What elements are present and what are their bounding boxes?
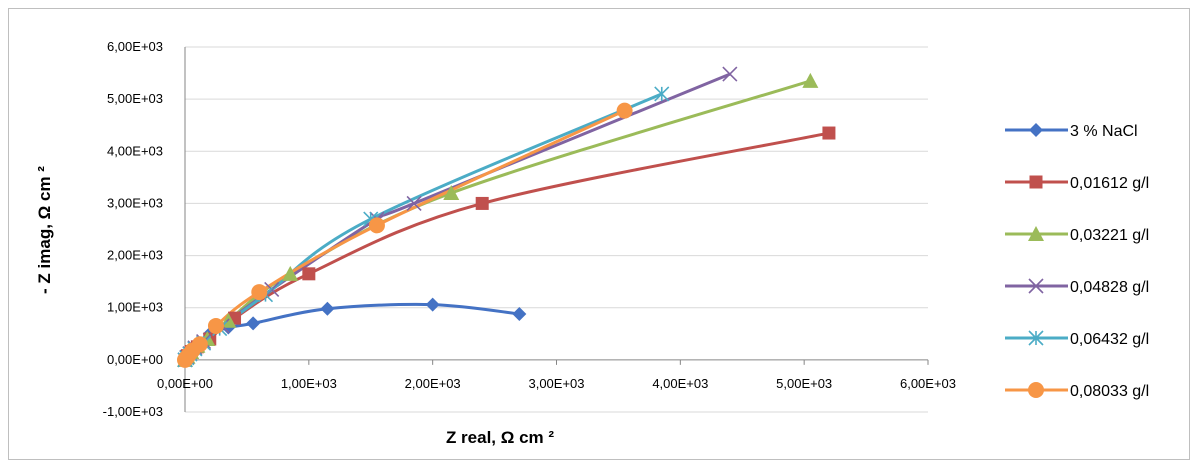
data-point <box>1029 123 1043 137</box>
legend: 3 % NaCl 0,01612 g/l 0,03221 g/l 0,04828 g/… <box>1005 123 1149 400</box>
chart-frame <box>8 8 1190 460</box>
x-tick-label: 4,00E+03 <box>652 376 708 391</box>
x-tick-label: 3,00E+03 <box>528 376 584 391</box>
y-tick-label: -1,00E+03 <box>103 404 163 419</box>
series-markers <box>177 66 836 368</box>
series-line <box>183 131 830 361</box>
data-point <box>191 336 208 353</box>
y-tick-label: 1,00E+03 <box>107 300 163 315</box>
x-tick-label: 0,00E+00 <box>157 376 213 391</box>
x-tick-label: 6,00E+03 <box>900 376 956 391</box>
data-point <box>246 316 261 331</box>
series-lines <box>183 72 830 361</box>
legend-label: 0,08033 g/l <box>1070 383 1149 400</box>
x-tick-label: 5,00E+03 <box>776 376 832 391</box>
data-point <box>320 301 335 316</box>
data-point <box>302 267 316 281</box>
data-point <box>406 195 422 211</box>
y-tick-label: 3,00E+03 <box>107 195 163 210</box>
data-point <box>1028 382 1044 398</box>
data-point <box>282 265 299 281</box>
data-point <box>654 86 670 102</box>
axes <box>184 47 929 412</box>
data-point <box>368 217 385 234</box>
data-point <box>1028 226 1044 241</box>
y-tick-label: 0,00E+00 <box>107 352 163 367</box>
grid-lines <box>185 46 928 413</box>
data-point <box>616 102 633 119</box>
series-line <box>183 72 731 361</box>
data-point <box>802 72 819 88</box>
data-point <box>425 297 440 312</box>
data-point <box>512 306 527 321</box>
data-point <box>822 126 836 140</box>
x-axis-title: Z real, Ω cm ² <box>446 428 554 447</box>
data-point <box>1028 278 1044 294</box>
data-point <box>251 284 268 301</box>
y-tick-label: 5,00E+03 <box>107 91 163 106</box>
legend-label: 0,01612 g/l <box>1070 175 1149 192</box>
legend-label: 0,06432 g/l <box>1070 331 1149 348</box>
legend-label: 0,03221 g/l <box>1070 227 1149 244</box>
data-point <box>207 317 224 334</box>
data-point <box>722 66 738 82</box>
data-point <box>1029 175 1043 189</box>
y-tick-label: 2,00E+03 <box>107 248 163 263</box>
legend-label: 0,04828 g/l <box>1070 279 1149 296</box>
y-tick-label: 4,00E+03 <box>107 143 163 158</box>
data-point <box>443 185 460 200</box>
x-tick-label: 1,00E+03 <box>281 376 337 391</box>
y-tick-label: 6,00E+03 <box>107 39 163 54</box>
legend-label: 3 % NaCl <box>1070 123 1138 140</box>
data-point <box>1028 330 1044 346</box>
x-tick-label: 2,00E+03 <box>405 376 461 391</box>
tick-labels: -1,00E+03 0,00E+00 1,00E+03 2,00E+03 3,00E+0… <box>103 39 956 419</box>
y-axis-title: - Z imag, Ω cm ² <box>35 166 54 294</box>
data-point <box>475 196 489 210</box>
